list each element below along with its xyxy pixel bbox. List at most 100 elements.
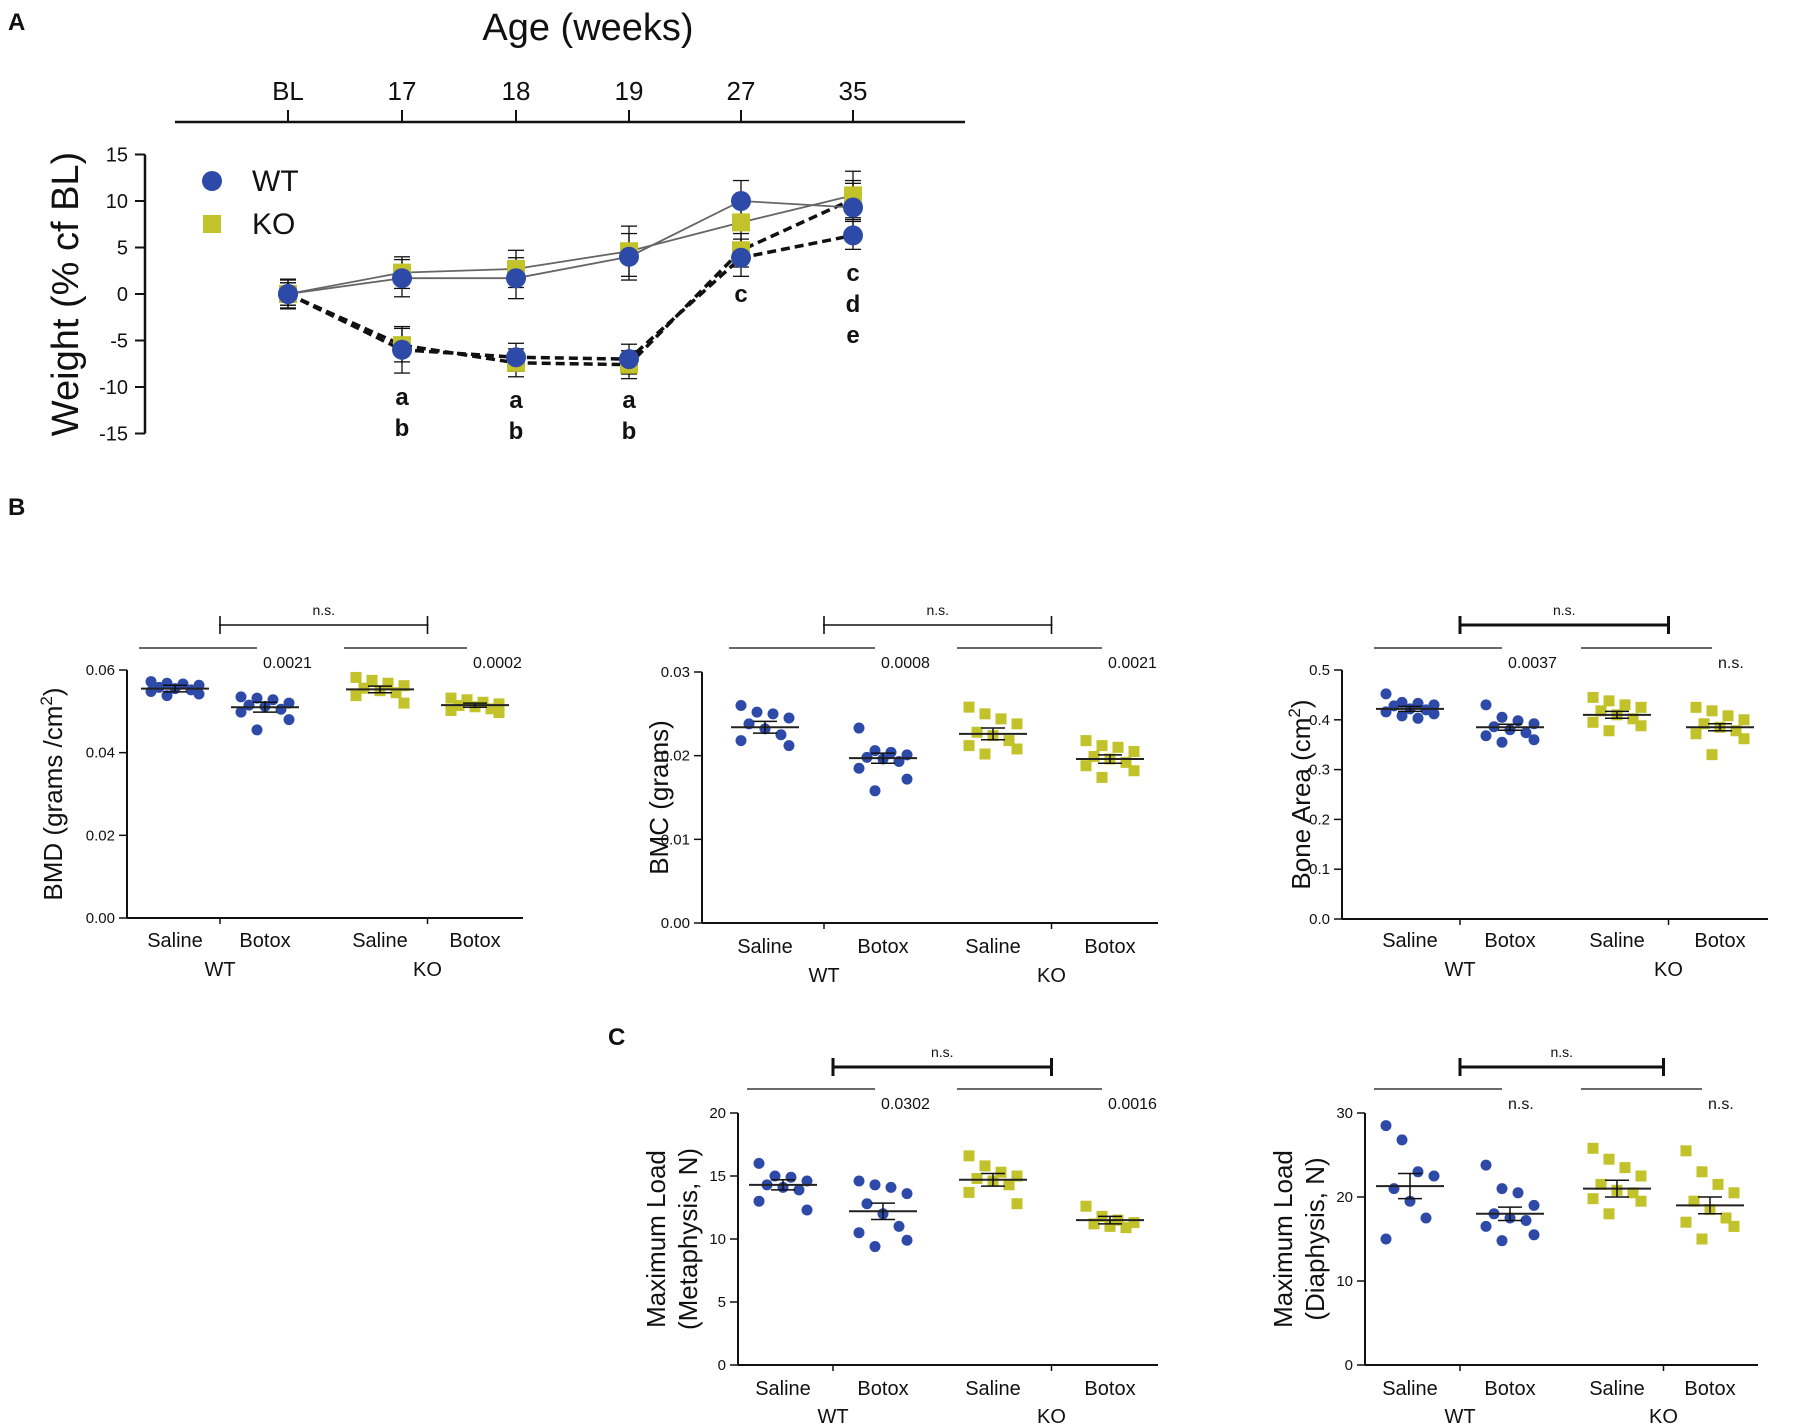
y-axis-title-text: Bone Area (cm: [1286, 718, 1316, 890]
data-point: [1388, 1183, 1400, 1195]
data-point: [1412, 712, 1424, 724]
genotype-label-wt: WT: [817, 1406, 848, 1425]
data-point: [979, 748, 991, 760]
x-tick-label: Botox: [449, 930, 500, 952]
series-line: [287, 200, 854, 295]
data-point: [398, 697, 410, 709]
x-tick-label: Botox: [1484, 1378, 1535, 1400]
data-point: [1128, 1217, 1140, 1229]
pairwise-p-value: 0.0008: [881, 655, 930, 672]
data-point: [392, 268, 412, 289]
y-tick-label: 0.00: [86, 910, 115, 927]
y-tick-label: 5: [117, 238, 128, 260]
significance-annotation: b: [622, 418, 637, 445]
data-point: [1635, 1170, 1647, 1182]
y-tick-label: 30: [1336, 1105, 1353, 1122]
genotype-label-wt: WT: [1444, 959, 1475, 981]
significance-annotation: a: [509, 387, 523, 414]
y-tick-label: 0.01: [661, 831, 690, 848]
x-tick-label: Saline: [965, 936, 1021, 958]
y-tick-label: 0.06: [86, 662, 115, 679]
data-point: [731, 191, 751, 211]
data-point: [382, 677, 394, 689]
genotype-label-ko: KO: [413, 959, 442, 981]
data-point: [1003, 735, 1015, 747]
data-point: [1635, 720, 1647, 732]
significance-annotation: b: [509, 418, 524, 445]
data-point: [1680, 1216, 1692, 1228]
data-point: [1696, 1166, 1708, 1178]
data-point: [1680, 1145, 1692, 1157]
data-point: [1096, 771, 1108, 783]
data-point: [477, 696, 489, 708]
data-point: [963, 1150, 975, 1162]
significance-annotation: e: [846, 322, 859, 349]
data-point: [1420, 1212, 1432, 1224]
data-point: [1003, 1179, 1015, 1191]
pairwise-p-value: 0.0016: [1108, 1096, 1157, 1113]
pairwise-p-value: n.s.: [1508, 1096, 1534, 1113]
data-point: [1080, 760, 1092, 772]
legend-marker-ko: [203, 215, 221, 233]
data-point: [1080, 1200, 1092, 1212]
data-point: [1520, 1215, 1532, 1227]
panel-b3: 0.0 0.1 0.2 0.3 0.4 0.5 Bone Area (cm2) Saline B…: [1285, 602, 1768, 981]
data-point: [1096, 740, 1108, 752]
data-point: [1587, 1142, 1599, 1154]
y-tick-label: 0.0: [1309, 911, 1330, 928]
data-point: [1728, 1187, 1740, 1199]
y-tick-label: 10: [709, 1231, 726, 1248]
pairwise-p-value: 0.0037: [1508, 655, 1557, 672]
data-point: [1587, 691, 1599, 703]
data-point: [235, 691, 247, 703]
data-point: [1104, 1220, 1116, 1232]
y-axis-title: Maximum Load: [1268, 1150, 1298, 1328]
data-point: [767, 708, 779, 720]
data-point: [843, 197, 863, 218]
data-point: [1480, 1159, 1492, 1171]
y-axis-title-superscript: 2: [37, 696, 56, 705]
data-point: [1380, 688, 1392, 700]
y-axis-title: Weight (% cf BL): [45, 152, 87, 436]
panel-c2: 0 10 20 30 Maximum Load (Diaphysis, N) Saline B…: [1268, 1044, 1758, 1425]
data-point: [1587, 716, 1599, 728]
age-tick-label: 17: [388, 76, 417, 106]
data-point: [1722, 710, 1734, 722]
data-point: [350, 671, 362, 683]
y-tick-label: -15: [99, 424, 128, 446]
x-tick-label: Saline: [737, 936, 793, 958]
data-point: [1520, 727, 1532, 739]
x-tick-label: Saline: [965, 1378, 1021, 1400]
data-point: [1619, 1162, 1631, 1174]
data-point: [783, 740, 795, 752]
genotype-label-wt: WT: [204, 959, 235, 981]
data-point: [775, 729, 787, 741]
x-tick-label: Botox: [857, 936, 908, 958]
data-point: [1480, 699, 1492, 711]
x-tick-label: Botox: [1684, 1378, 1735, 1400]
data-point: [731, 247, 751, 268]
data-point: [971, 1173, 983, 1185]
comparison-label: n.s.: [926, 602, 949, 618]
data-point: [1011, 718, 1023, 730]
data-point: [1496, 1235, 1508, 1247]
panel-b1: 0.00 0.02 0.04 0.06 BMD (grams /cm2) Saline Bo…: [37, 602, 523, 981]
data-point: [1696, 1233, 1708, 1245]
data-point: [1396, 710, 1408, 722]
y-axis-title: Bone Area (cm2): [1285, 699, 1316, 889]
data-point: [1528, 1199, 1540, 1211]
y-tick-label: 10: [106, 191, 128, 213]
x-tick-label: Saline: [1589, 930, 1645, 952]
y-axis-title: BMD (grams /cm2): [37, 687, 68, 900]
y-tick-label: 0.1: [1309, 861, 1330, 878]
genotype-label-wt: WT: [808, 965, 839, 987]
data-point: [853, 1227, 865, 1239]
data-point: [251, 692, 263, 704]
data-point: [1496, 711, 1508, 723]
data-point: [1690, 728, 1702, 740]
data-point: [1011, 743, 1023, 755]
y-tick-label: 0: [718, 1357, 726, 1374]
y-axis-title-line2: (Diaphysis, N): [1300, 1157, 1330, 1320]
y-tick-label: 0.2: [1309, 811, 1330, 828]
